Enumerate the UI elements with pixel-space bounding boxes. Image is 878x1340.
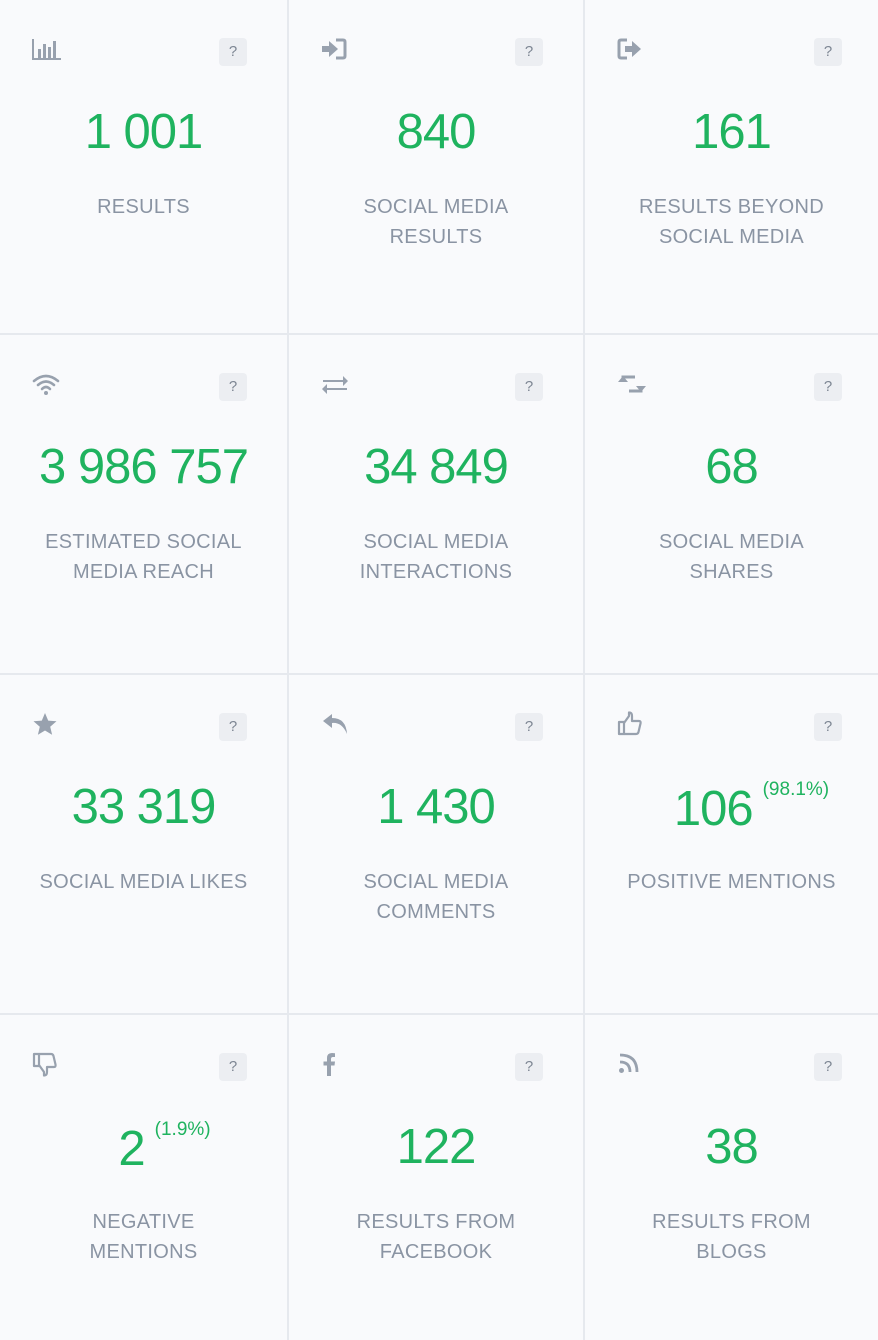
- stat-label: SOCIAL MEDIA LIKES: [20, 867, 267, 897]
- help-button[interactable]: ?: [515, 373, 543, 401]
- stat-value: 34 849: [364, 440, 509, 494]
- rss-icon: [617, 1051, 647, 1077]
- stat-label-line: POSITIVE MENTIONS: [627, 871, 836, 893]
- stat-label-line: RESULTS: [97, 196, 190, 218]
- stat-label: SOCIAL MEDIA COMMENTS: [309, 867, 563, 927]
- stat-label: SOCIAL MEDIA INTERACTIONS: [309, 527, 563, 587]
- stat-tile-likes: ? 33 319 SOCIAL MEDIA LIKES: [0, 675, 289, 1015]
- stat-label: RESULTS BEYOND SOCIAL MEDIA: [605, 192, 858, 252]
- exchange-icon: [321, 371, 351, 397]
- stat-value-row: 161: [585, 104, 878, 160]
- stat-value-row: 106 (98.1%): [585, 779, 878, 837]
- stat-label-line: ESTIMATED SOCIAL: [45, 531, 242, 553]
- help-button[interactable]: ?: [814, 713, 842, 741]
- stat-value-row: 122: [289, 1119, 583, 1175]
- stat-value-row: 38: [585, 1119, 878, 1175]
- stat-value: 1 001: [84, 105, 204, 159]
- stat-percent: (98.1%): [762, 779, 830, 800]
- stat-label: RESULTS FROM FACEBOOK: [309, 1207, 563, 1267]
- stat-value: 68: [705, 440, 759, 494]
- stat-label-line: COMMENTS: [376, 901, 496, 923]
- stat-tile-blog-results: ? 38 RESULTS FROM BLOGS: [585, 1015, 878, 1340]
- stat-value-row: 68: [585, 439, 878, 495]
- stat-tile-interactions: ? 34 849 SOCIAL MEDIA INTERACTIONS: [289, 335, 585, 675]
- bar-chart-icon: [32, 36, 62, 62]
- help-button[interactable]: ?: [814, 38, 842, 66]
- stat-label: ESTIMATED SOCIAL MEDIA REACH: [20, 527, 267, 587]
- stat-label-line: RESULTS: [389, 226, 483, 248]
- star-icon: [32, 711, 62, 737]
- help-button[interactable]: ?: [219, 373, 247, 401]
- stat-label: RESULTS: [20, 192, 267, 222]
- stat-label-line: BLOGS: [696, 1241, 767, 1263]
- stat-tile-comments: ? 1 430 SOCIAL MEDIA COMMENTS: [289, 675, 585, 1015]
- stat-label-line: SOCIAL MEDIA: [363, 531, 509, 553]
- help-button[interactable]: ?: [515, 38, 543, 66]
- stat-label-line: FACEBOOK: [379, 1241, 493, 1263]
- stat-label-line: SHARES: [689, 561, 774, 583]
- stat-label-line: SOCIAL MEDIA LIKES: [39, 871, 248, 893]
- stat-value-row: 33 319: [0, 779, 287, 835]
- stat-label-line: MEDIA REACH: [72, 561, 215, 583]
- thumbs-up-icon: [617, 711, 647, 737]
- stat-label-line: SOCIAL MEDIA: [658, 226, 805, 248]
- stat-label: POSITIVE MENTIONS: [605, 867, 858, 897]
- stat-value: 33 319: [71, 780, 217, 834]
- help-button[interactable]: ?: [219, 1053, 247, 1081]
- stat-value: 1 430: [377, 780, 496, 834]
- stat-value-row: 2 (1.9%): [0, 1119, 287, 1177]
- stat-value: 840: [396, 105, 477, 159]
- stat-label-line: RESULTS BEYOND: [639, 196, 824, 218]
- stat-value: 2: [118, 1122, 145, 1176]
- stat-label: NEGATIVE MENTIONS: [20, 1207, 267, 1267]
- stat-value: 161: [692, 105, 772, 159]
- help-button[interactable]: ?: [219, 38, 247, 66]
- stat-value: 122: [396, 1120, 477, 1174]
- stat-value: 3 986 757: [39, 440, 249, 494]
- stat-tile-results-beyond-social: ? 161 RESULTS BEYOND SOCIAL MEDIA: [585, 0, 878, 335]
- retweet-icon: [617, 371, 647, 397]
- stat-label-line: RESULTS FROM: [356, 1211, 516, 1233]
- stat-tile-negative-mentions: ? 2 (1.9%) NEGATIVE MENTIONS: [0, 1015, 289, 1340]
- stat-label-line: SOCIAL MEDIA: [658, 531, 805, 553]
- stat-value-row: 34 849: [289, 439, 583, 495]
- help-button[interactable]: ?: [814, 1053, 842, 1081]
- help-button[interactable]: ?: [515, 1053, 543, 1081]
- stat-label-line: SOCIAL MEDIA: [363, 871, 509, 893]
- stat-label-line: MENTIONS: [89, 1241, 198, 1263]
- sign-out-icon: [617, 36, 647, 62]
- stat-label-line: SOCIAL MEDIA: [363, 196, 509, 218]
- stat-value-row: 840: [289, 104, 583, 160]
- stat-tile-facebook-results: ? 122 RESULTS FROM FACEBOOK: [289, 1015, 585, 1340]
- stat-label-line: RESULTS FROM: [652, 1211, 811, 1233]
- stat-tile-shares: ? 68 SOCIAL MEDIA SHARES: [585, 335, 878, 675]
- stat-tile-positive-mentions: ? 106 (98.1%) POSITIVE MENTIONS: [585, 675, 878, 1015]
- stat-label-line: INTERACTIONS: [359, 561, 513, 583]
- stat-value-row: 3 986 757: [0, 439, 287, 495]
- help-button[interactable]: ?: [219, 713, 247, 741]
- stat-label: SOCIAL MEDIA SHARES: [605, 527, 858, 587]
- wifi-icon: [32, 371, 62, 397]
- stat-value: 38: [705, 1120, 759, 1174]
- reply-icon: [321, 711, 351, 737]
- stat-tile-estimated-reach: ? 3 986 757 ESTIMATED SOCIAL MEDIA REACH: [0, 335, 289, 675]
- stat-value: 106: [673, 782, 754, 836]
- thumbs-down-icon: [32, 1051, 62, 1077]
- sign-in-icon: [321, 36, 351, 62]
- stat-label: SOCIAL MEDIA RESULTS: [309, 192, 563, 252]
- stat-percent: (1.9%): [154, 1119, 211, 1140]
- help-button[interactable]: ?: [515, 713, 543, 741]
- facebook-icon: [321, 1051, 351, 1077]
- help-button[interactable]: ?: [814, 373, 842, 401]
- stat-value-row: 1 001: [0, 104, 287, 160]
- stat-tile-social-media-results: ? 840 SOCIAL MEDIA RESULTS: [289, 0, 585, 335]
- stat-value-row: 1 430: [289, 779, 583, 835]
- stat-tile-results: ? 1 001 RESULTS: [0, 0, 289, 335]
- stat-label-line: NEGATIVE: [92, 1211, 195, 1233]
- stat-label: RESULTS FROM BLOGS: [605, 1207, 858, 1267]
